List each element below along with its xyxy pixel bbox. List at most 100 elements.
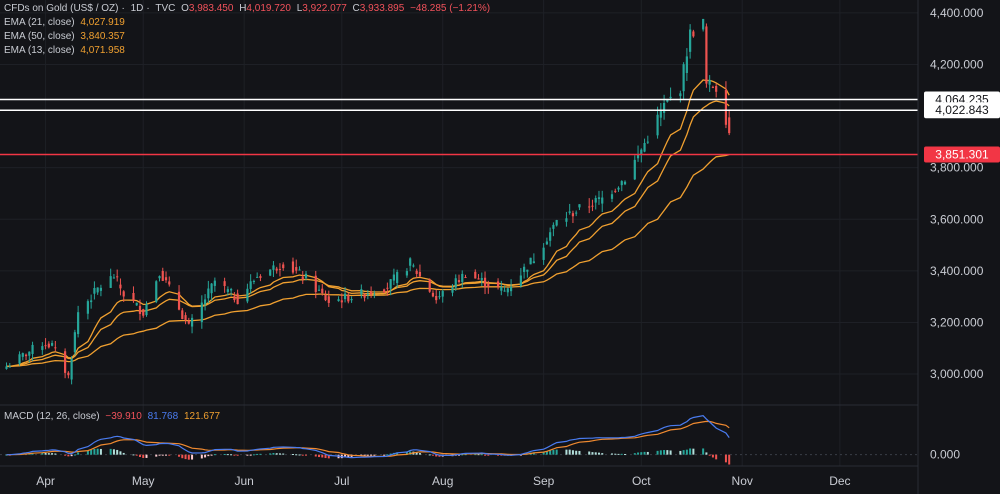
macd-histogram-bar <box>275 453 278 455</box>
macd-histogram-bar <box>386 454 389 456</box>
macd-histogram-bar <box>666 450 669 455</box>
macd-histogram-bar <box>138 454 141 457</box>
y-tick-label: 4,200.000 <box>930 57 984 71</box>
macd-histogram-bar <box>458 454 460 456</box>
candle-body <box>412 265 415 267</box>
candle-body <box>278 268 282 270</box>
candle-body <box>135 302 138 306</box>
candle-body <box>24 354 28 357</box>
candle-body <box>662 103 666 113</box>
candle-body <box>187 320 190 324</box>
candle-body <box>200 302 203 323</box>
macd-histogram-bar <box>44 452 47 455</box>
candle-body <box>633 159 636 180</box>
candle-body <box>438 296 441 298</box>
candle-body <box>571 213 575 217</box>
candle-body <box>226 289 229 292</box>
macd-histogram-bar <box>705 452 708 455</box>
macd-histogram-bar <box>256 453 259 455</box>
candle-body <box>347 295 350 302</box>
candle-body <box>728 117 731 134</box>
macd-histogram-bar <box>659 450 662 455</box>
candle-body <box>496 281 500 287</box>
macd-histogram-bar <box>184 454 187 460</box>
candle-body <box>67 372 70 376</box>
ema50-legend[interactable]: EMA (50, close) 3,840.357 <box>4 30 128 44</box>
macd-histogram-bar <box>415 452 418 455</box>
candle-body <box>679 93 682 97</box>
macd-histogram-bar <box>301 454 304 456</box>
macd-histogram-bar <box>370 454 373 456</box>
macd-histogram-bar <box>549 450 552 455</box>
candle-body <box>8 366 11 368</box>
candle-body <box>259 276 262 278</box>
macd-histogram-bar <box>161 454 164 456</box>
candle-body <box>190 317 194 327</box>
macd-histogram-bar <box>51 453 54 455</box>
macd-histogram-bar <box>233 454 236 456</box>
candle-body <box>112 277 116 279</box>
candle-body <box>509 286 513 292</box>
macd-histogram-bar <box>181 454 184 459</box>
candle-body <box>392 274 395 281</box>
macd-histogram-bar <box>321 454 324 458</box>
x-tick-label: Sep <box>533 474 555 488</box>
candle-body <box>610 194 614 199</box>
macd-histogram-bar <box>132 454 135 456</box>
ema13-legend[interactable]: EMA (13, close) 4,071.958 <box>4 44 128 58</box>
candle-body <box>526 269 529 272</box>
macd-histogram-bar <box>282 453 285 455</box>
macd-histogram-bar <box>715 454 718 460</box>
candle-body <box>317 289 321 291</box>
candle-body <box>203 299 207 305</box>
macd-histogram-bar <box>565 449 568 455</box>
candle-body <box>568 211 571 213</box>
candle-body <box>168 281 171 285</box>
candle-body <box>158 276 161 279</box>
macd-histogram-bar <box>575 450 578 455</box>
macd-histogram-bar <box>373 454 376 456</box>
x-tick-label: Apr <box>36 474 55 488</box>
candle-body <box>386 287 389 289</box>
candle-body <box>324 294 327 301</box>
macd-histogram-bar <box>588 451 591 455</box>
candle-body <box>50 343 54 346</box>
y-tick-label: 3,800.000 <box>930 161 984 175</box>
macd-histogram-bar <box>692 448 695 455</box>
candle-body <box>464 277 467 279</box>
ema21-legend[interactable]: EMA (21, close) 4,027.919 <box>4 16 128 30</box>
candle-body <box>164 277 168 281</box>
macd-histogram-bar <box>614 453 617 455</box>
macd-histogram-bar <box>226 454 229 456</box>
macd-histogram-bar <box>711 454 714 458</box>
macd-histogram-bar <box>54 453 57 455</box>
candle-body <box>503 290 506 292</box>
macd-histogram-bar <box>624 454 627 456</box>
candle-body <box>669 96 672 99</box>
macd-legend[interactable]: MACD (12, 26, close) −39.910 81.768 121.… <box>4 410 223 424</box>
symbol-legend[interactable]: CFDs on Gold (US$ / OZ) · 1D · TVC O3,983.… <box>4 3 491 14</box>
candle-body <box>431 292 435 297</box>
macd-histogram-bar <box>86 450 89 455</box>
low-value: 3,922.077 <box>302 3 347 14</box>
candle-body <box>415 270 418 274</box>
candle-body <box>155 281 158 302</box>
horizontal-line-label: 4,022.843 <box>935 103 989 117</box>
candle-body <box>715 85 718 92</box>
macd-histogram-bar <box>464 454 467 456</box>
macd-histogram-bar <box>724 454 727 463</box>
macd-histogram-bar <box>236 454 239 456</box>
open-value: 3,983.450 <box>188 3 234 14</box>
macd-histogram-bar <box>269 453 272 455</box>
candle-body <box>545 241 548 245</box>
candle-body <box>230 289 233 291</box>
macd-histogram-bar <box>656 450 659 455</box>
close-value: 3,933.895 <box>359 3 405 14</box>
macd-histogram-bar <box>178 454 181 457</box>
candle-body <box>487 283 490 287</box>
candle-body <box>529 257 532 265</box>
macd-histogram-bar <box>200 454 203 459</box>
candle-body <box>269 269 272 276</box>
